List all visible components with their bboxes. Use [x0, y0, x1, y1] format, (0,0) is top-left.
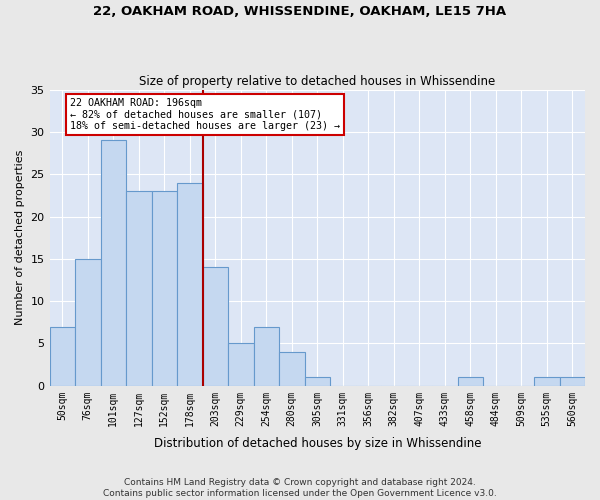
Bar	[254, 326, 279, 386]
Bar	[101, 140, 126, 386]
Bar	[152, 191, 177, 386]
Text: 22, OAKHAM ROAD, WHISSENDINE, OAKHAM, LE15 7HA: 22, OAKHAM ROAD, WHISSENDINE, OAKHAM, LE…	[94, 5, 506, 18]
Title: Size of property relative to detached houses in Whissendine: Size of property relative to detached ho…	[139, 76, 496, 88]
Bar	[75, 259, 101, 386]
Bar	[50, 326, 75, 386]
Bar	[177, 182, 203, 386]
Y-axis label: Number of detached properties: Number of detached properties	[15, 150, 25, 326]
Bar	[228, 344, 254, 386]
X-axis label: Distribution of detached houses by size in Whissendine: Distribution of detached houses by size …	[154, 437, 481, 450]
Bar	[126, 191, 152, 386]
Bar	[534, 378, 560, 386]
Text: Contains HM Land Registry data © Crown copyright and database right 2024.
Contai: Contains HM Land Registry data © Crown c…	[103, 478, 497, 498]
Bar	[305, 378, 330, 386]
Bar	[279, 352, 305, 386]
Text: 22 OAKHAM ROAD: 196sqm
← 82% of detached houses are smaller (107)
18% of semi-de: 22 OAKHAM ROAD: 196sqm ← 82% of detached…	[70, 98, 340, 132]
Bar	[458, 378, 483, 386]
Bar	[560, 378, 585, 386]
Bar	[203, 268, 228, 386]
